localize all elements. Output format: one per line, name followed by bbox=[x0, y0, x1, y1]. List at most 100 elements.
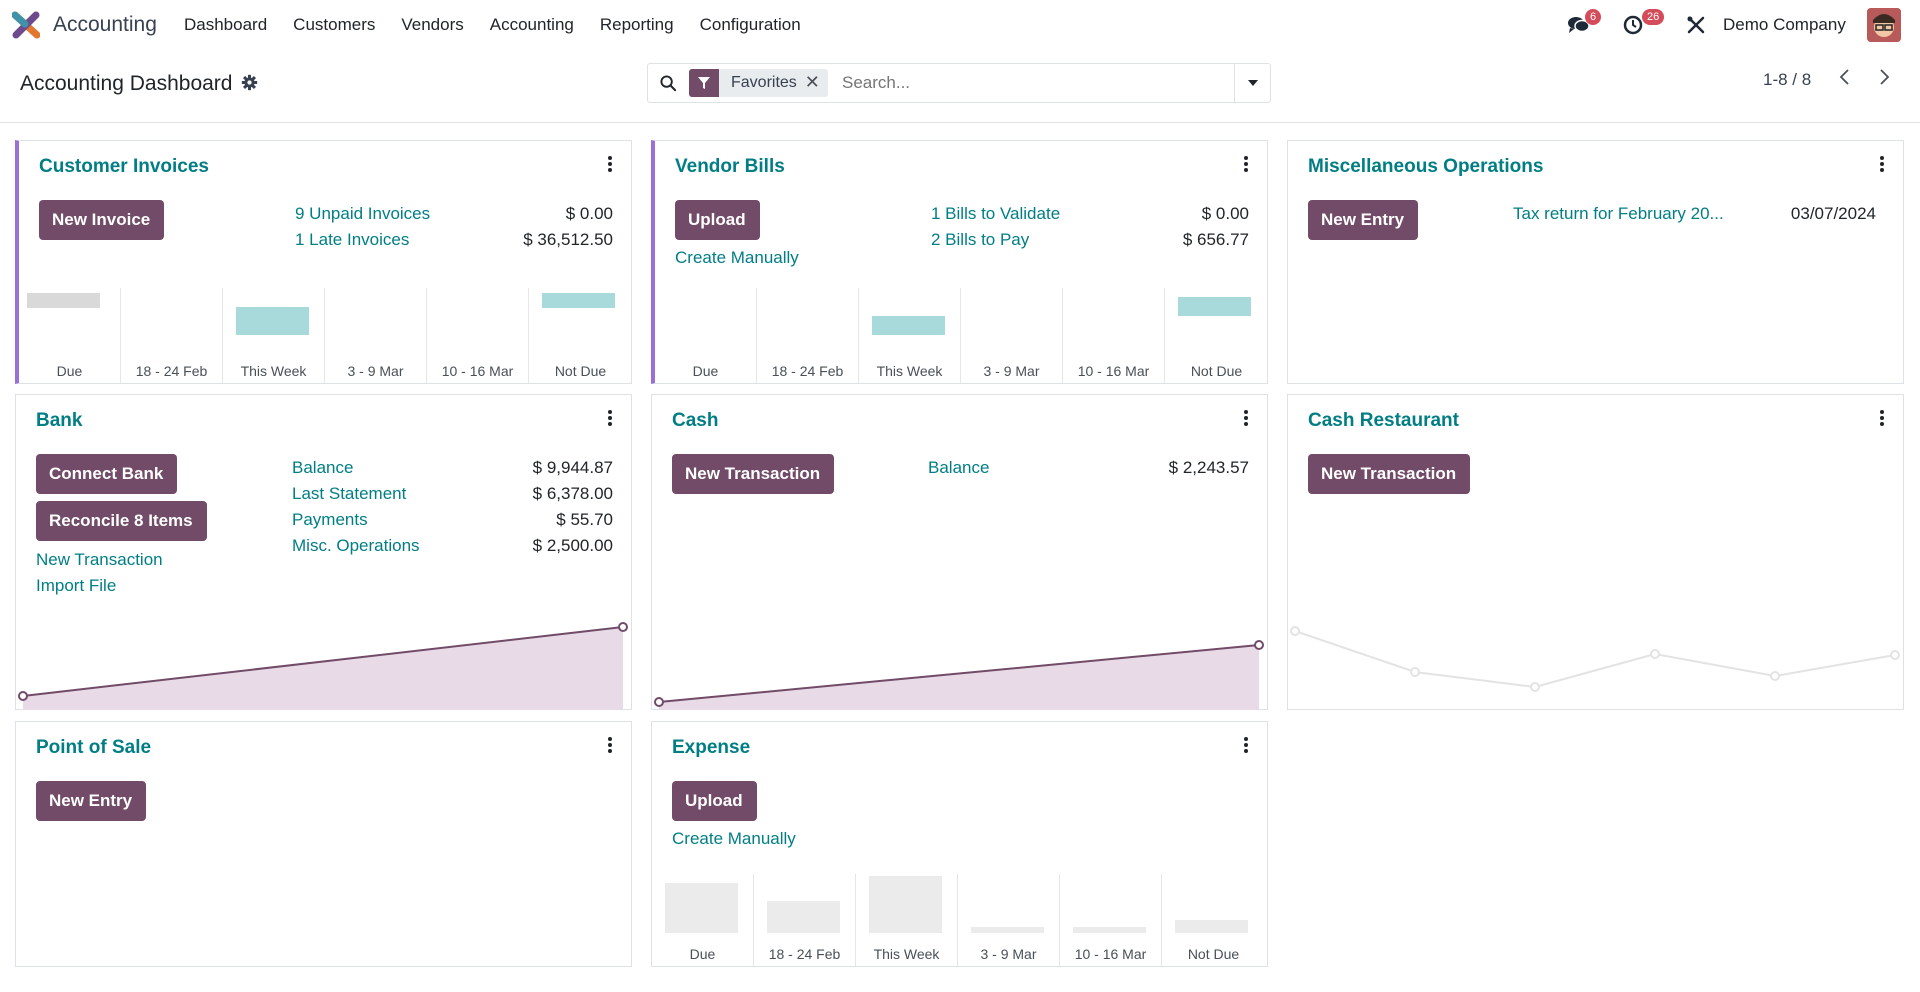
late-amount: $ 36,512.50 bbox=[523, 230, 613, 249]
kebab-menu-icon[interactable] bbox=[607, 410, 613, 428]
tax-return-link[interactable]: Tax return for February 20... bbox=[1513, 204, 1724, 223]
pay-amount: $ 656.77 bbox=[1182, 230, 1249, 249]
payments-link[interactable]: Payments bbox=[292, 510, 368, 529]
page-title: Accounting Dashboard bbox=[20, 72, 233, 95]
kebab-menu-icon[interactable] bbox=[1879, 410, 1885, 428]
cash-balance-graph[interactable] bbox=[652, 615, 1267, 710]
journal-card-point-of-sale: Point of Sale New Entry bbox=[15, 721, 632, 967]
new-transaction-button[interactable]: New Transaction bbox=[672, 454, 835, 494]
bar-label: 3 - 9 Mar bbox=[983, 363, 1040, 379]
journal-card-expense: Expense Upload Create Manually Due 18 - … bbox=[651, 721, 1268, 967]
card-title[interactable]: Expense bbox=[672, 737, 751, 758]
upload-button[interactable]: Upload bbox=[672, 781, 757, 821]
card-title[interactable]: Vendor Bills bbox=[675, 156, 785, 177]
reconcile-button[interactable]: Reconcile 8 Items bbox=[36, 501, 207, 541]
bar-label: 3 - 9 Mar bbox=[347, 363, 404, 379]
bar-label: This Week bbox=[240, 363, 307, 379]
journal-card-vendor-bills: Vendor Bills Upload Create Manually 1 Bi… bbox=[651, 140, 1268, 384]
create-manually-link[interactable]: Create Manually bbox=[672, 829, 796, 848]
bills-to-pay-link[interactable]: 2 Bills to Pay bbox=[931, 230, 1030, 249]
clock-icon bbox=[1623, 15, 1643, 35]
menu-accounting[interactable]: Accounting bbox=[489, 15, 574, 34]
close-icon[interactable]: ✕ bbox=[804, 72, 820, 92]
new-invoice-button[interactable]: New Invoice bbox=[39, 200, 165, 240]
journal-card-misc-operations: Miscellaneous Operations New Entry Tax r… bbox=[1287, 140, 1904, 384]
activities-badge: 26 bbox=[1642, 9, 1665, 25]
unpaid-invoices-link[interactable]: 9 Unpaid Invoices bbox=[295, 204, 431, 223]
search-icon[interactable] bbox=[660, 75, 677, 92]
bar-label: Due bbox=[689, 946, 716, 962]
create-manually-link[interactable]: Create Manually bbox=[675, 248, 799, 267]
avatar-icon bbox=[1867, 8, 1901, 42]
facet-label: Favorites bbox=[731, 74, 797, 91]
card-title[interactable]: Customer Invoices bbox=[39, 156, 209, 177]
search-options-toggle[interactable] bbox=[1234, 64, 1270, 102]
card-title[interactable]: Point of Sale bbox=[36, 737, 152, 758]
import-file-link[interactable]: Import File bbox=[36, 576, 117, 595]
search-facet[interactable]: Favorites ✕ bbox=[689, 69, 828, 97]
new-entry-button[interactable]: New Entry bbox=[36, 781, 147, 821]
sample-balance-graph[interactable] bbox=[1288, 615, 1903, 710]
company-switcher[interactable]: Demo Company bbox=[1723, 15, 1846, 34]
bar-label: Due bbox=[692, 363, 719, 379]
menu-reporting[interactable]: Reporting bbox=[599, 15, 674, 34]
balance-value: $ 9,944.87 bbox=[532, 458, 613, 477]
menu-configuration[interactable]: Configuration bbox=[699, 15, 801, 34]
misc-operations-link[interactable]: Misc. Operations bbox=[292, 536, 420, 555]
bar-label: 10 - 16 Mar bbox=[1074, 946, 1147, 962]
card-title[interactable]: Bank bbox=[36, 410, 83, 431]
new-transaction-link[interactable]: New Transaction bbox=[36, 550, 163, 569]
accounting-app-logo[interactable] bbox=[12, 11, 40, 39]
balance-value: $ 2,243.57 bbox=[1168, 458, 1249, 477]
user-avatar[interactable] bbox=[1867, 8, 1901, 42]
invoice-bar-chart[interactable]: Due 18 - 24 Feb This Week 3 - 9 Mar 10 -… bbox=[19, 288, 632, 383]
card-title[interactable]: Cash Restaurant bbox=[1308, 410, 1459, 431]
balance-link[interactable]: Balance bbox=[292, 458, 354, 477]
debug-tools-icon[interactable] bbox=[1686, 15, 1706, 35]
bar-label: Not Due bbox=[554, 363, 607, 379]
payments-value: $ 55.70 bbox=[556, 510, 613, 529]
connect-bank-button[interactable]: Connect Bank bbox=[36, 454, 178, 494]
new-entry-button[interactable]: New Entry bbox=[1308, 200, 1419, 240]
tax-return-date: 03/07/2024 bbox=[1790, 204, 1876, 223]
bar-label: 3 - 9 Mar bbox=[980, 946, 1037, 962]
menu-dashboard[interactable]: Dashboard bbox=[184, 15, 268, 34]
bank-balance-graph[interactable] bbox=[16, 615, 631, 710]
last-statement-link[interactable]: Last Statement bbox=[292, 484, 407, 503]
app-name[interactable]: Accounting bbox=[53, 13, 157, 36]
last-statement-value: $ 6,378.00 bbox=[532, 484, 613, 503]
kebab-menu-icon[interactable] bbox=[1243, 410, 1249, 428]
bar-label: Not Due bbox=[1190, 363, 1243, 379]
bar-label: Not Due bbox=[1187, 946, 1240, 962]
bills-to-validate-link[interactable]: 1 Bills to Validate bbox=[931, 204, 1061, 223]
gear-icon[interactable] bbox=[241, 74, 258, 91]
late-invoices-link[interactable]: 1 Late Invoices bbox=[295, 230, 410, 249]
kebab-menu-icon[interactable] bbox=[1879, 156, 1885, 174]
menu-vendors[interactable]: Vendors bbox=[401, 15, 464, 34]
activities-button[interactable]: 26 bbox=[1623, 0, 1668, 50]
journal-card-cash: Cash New Transaction Balance $ 2,243.57 bbox=[651, 394, 1268, 710]
card-title[interactable]: Miscellaneous Operations bbox=[1308, 156, 1544, 177]
bar-label: This Week bbox=[873, 946, 940, 962]
messages-button[interactable]: 6 bbox=[1567, 0, 1607, 50]
search-input[interactable] bbox=[842, 70, 1202, 96]
chevron-right-icon[interactable] bbox=[1879, 68, 1891, 86]
expense-bar-chart[interactable]: Due 18 - 24 Feb This Week 3 - 9 Mar 10 -… bbox=[652, 874, 1265, 966]
kebab-menu-icon[interactable] bbox=[607, 737, 613, 755]
new-transaction-button[interactable]: New Transaction bbox=[1308, 454, 1471, 494]
kebab-menu-icon[interactable] bbox=[1243, 737, 1249, 755]
chevron-left-icon[interactable] bbox=[1838, 68, 1850, 86]
menu-customers[interactable]: Customers bbox=[293, 15, 376, 34]
bar-label: 10 - 16 Mar bbox=[441, 363, 514, 379]
upload-button[interactable]: Upload bbox=[675, 200, 760, 240]
bills-bar-chart[interactable]: Due 18 - 24 Feb This Week 3 - 9 Mar 10 -… bbox=[655, 288, 1268, 383]
bar-label: This Week bbox=[876, 363, 943, 379]
bar-label: 18 - 24 Feb bbox=[135, 363, 208, 379]
kebab-menu-icon[interactable] bbox=[607, 156, 613, 174]
card-title[interactable]: Cash bbox=[672, 410, 719, 431]
balance-link[interactable]: Balance bbox=[928, 458, 990, 477]
pager-value[interactable]: 1-8 / 8 bbox=[1763, 70, 1812, 89]
kebab-menu-icon[interactable] bbox=[1243, 156, 1249, 174]
search-bar: Favorites ✕ bbox=[647, 63, 1271, 103]
journal-card-bank: Bank Connect Bank Reconcile 8 Items New … bbox=[15, 394, 632, 710]
